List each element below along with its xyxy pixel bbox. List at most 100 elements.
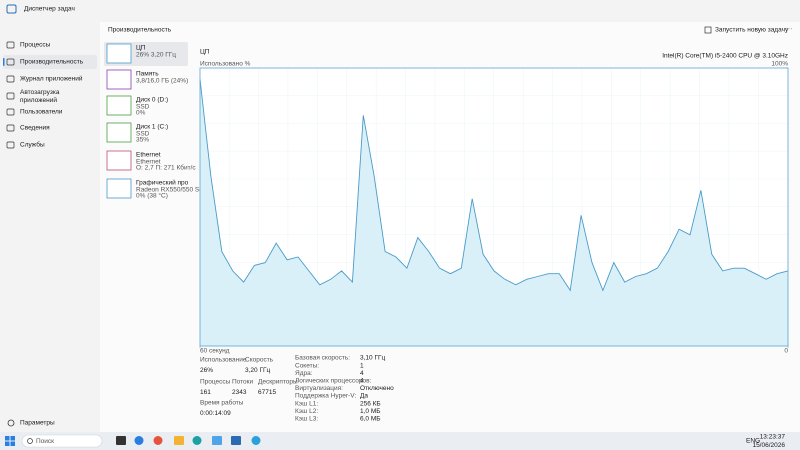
cpu-title: ЦП (200, 49, 210, 56)
cpu-model: Intel(R) Core(TM) i5-2400 CPU @ 3.10GHz (662, 53, 788, 60)
page-header: Производительность (108, 27, 172, 34)
cpu-line (199, 79, 789, 292)
search-box[interactable] (21, 434, 103, 448)
x-tick-label: 0 (784, 348, 788, 355)
app-icon (6, 4, 17, 14)
language-indicator[interactable]: ENG (746, 438, 760, 445)
more-button[interactable]: ··· (786, 26, 793, 33)
stat-label: Процессы (200, 379, 231, 386)
settings-icon (7, 419, 15, 427)
clock-time[interactable]: 13:23:37 (760, 434, 786, 441)
x-tick-label: 60 секунд (200, 348, 230, 355)
y-tick-label: 100% (771, 61, 788, 68)
y-axis-label: Использовано % (200, 61, 251, 68)
nav-icon (6, 124, 15, 132)
spec-label: Поддержка Hyper-V: (295, 393, 356, 400)
device-thumbnail (106, 43, 132, 64)
new-task-icon (704, 26, 712, 34)
spec-value: Отключено (360, 385, 394, 392)
spec-label: Кэш L2: (295, 408, 318, 415)
settings-link[interactable]: Параметры (20, 420, 55, 427)
nav-item[interactable]: Автозагрузка приложений (20, 89, 60, 104)
graph-border (199, 67, 789, 347)
device-detail: SSD (136, 104, 150, 111)
nav-item[interactable]: Сведения (20, 125, 50, 132)
device-name[interactable]: Ethernet (136, 152, 161, 159)
device-detail: 0% (38 °C) (136, 192, 168, 200)
spec-label: Кэш L1: (295, 400, 318, 407)
device-thumbnail (106, 95, 132, 116)
stat-label: Использование (200, 357, 247, 364)
nav-icon (6, 92, 15, 100)
new-task-button[interactable]: Запустить новую задачу (715, 27, 789, 34)
device-detail: Radeon RX550/550 Serie (136, 187, 210, 194)
stat-label: Скорость (245, 357, 274, 364)
device-detail: 26% 3,20 ГГц (136, 52, 176, 59)
spec-value: 1 (360, 362, 364, 369)
stat-value: 26% (200, 367, 213, 374)
stat-label: Время работы (200, 399, 244, 407)
window-title: Диспетчер задач (24, 6, 75, 13)
stat-value: 67715 (258, 389, 276, 396)
nav-item[interactable]: Журнал приложений (20, 75, 83, 83)
spec-value: 256 КБ (360, 400, 381, 407)
spec-label: Логических процессоров: (295, 378, 372, 385)
device-thumbnail (106, 178, 132, 199)
device-thumbnail (106, 69, 132, 90)
cpu-area (200, 79, 788, 346)
stat-label: Дескрипторы (258, 379, 298, 386)
stat-value: 2343 (232, 389, 247, 396)
device-thumbnail (106, 150, 132, 171)
device-name[interactable]: Память (136, 71, 159, 78)
device-name[interactable]: ЦП (136, 45, 146, 52)
search-icon (27, 438, 33, 444)
spec-value: 1,0 МБ (360, 408, 381, 415)
spec-label: Виртуализация: (295, 385, 343, 392)
stat-value: 161 (200, 389, 211, 396)
clock-date[interactable]: 15/06/2026 (752, 442, 785, 449)
nav-item[interactable]: Процессы (20, 42, 51, 49)
spec-value: Да (360, 393, 368, 400)
device-detail: 35% (136, 137, 149, 144)
nav-item[interactable]: Службы (20, 141, 45, 149)
spec-label: Кэш L3: (295, 416, 318, 423)
cpu-stats: Использование 26% Скорость 3,20 ГГц Процессы… (200, 357, 298, 418)
spec-label: Сокеты: (295, 362, 319, 369)
taskbar-apps[interactable] (116, 436, 261, 445)
nav-icon (6, 75, 15, 83)
device-detail: SSD (136, 131, 150, 138)
spec-value: 4 (360, 378, 364, 385)
nav-selected-bar (3, 58, 5, 66)
nav-icon (6, 108, 15, 116)
search-placeholder: Поиск (36, 438, 54, 445)
taskbar (0, 432, 800, 450)
device-detail: 0% (136, 110, 146, 117)
start-button[interactable] (5, 436, 15, 446)
device-detail: 3,8/16,0 ГБ (24%) (136, 78, 188, 85)
spec-value: 3,10 ГГц (360, 355, 385, 362)
device-thumbnail (106, 122, 132, 143)
spec-label: Базовая скорость: (295, 355, 350, 362)
spec-value: 6,0 МБ (360, 416, 381, 423)
device-detail: Ethernet (136, 159, 161, 166)
nav-icon (6, 58, 15, 66)
nav-icon (6, 141, 15, 149)
device-name[interactable]: Диск 0 (D:) (136, 97, 168, 104)
nav-pane: Процессы Производительность Журнал приложе… (3, 41, 97, 149)
nav-item[interactable]: Производительность (20, 59, 84, 66)
nav-item[interactable]: Пользователи (20, 109, 63, 116)
stat-value: 3,20 ГГц (245, 367, 270, 374)
device-detail: О: 2,7 П: 271 Кбит/с (136, 164, 196, 172)
stat-label: Потоки (232, 379, 254, 386)
nav-icon (6, 41, 15, 49)
device-name[interactable]: Графический про (136, 179, 189, 187)
cpu-specs: Базовая скорость: 3,10 ГГц Сокеты: 1 Ядра: 4Л… (295, 355, 394, 423)
spec-label: Ядра: (295, 370, 313, 377)
device-name[interactable]: Диск 1 (C:) (136, 124, 168, 131)
stat-value: 0:00:14:09 (200, 410, 231, 417)
spec-value: 4 (360, 370, 364, 377)
nav-selected-bg (3, 55, 97, 69)
